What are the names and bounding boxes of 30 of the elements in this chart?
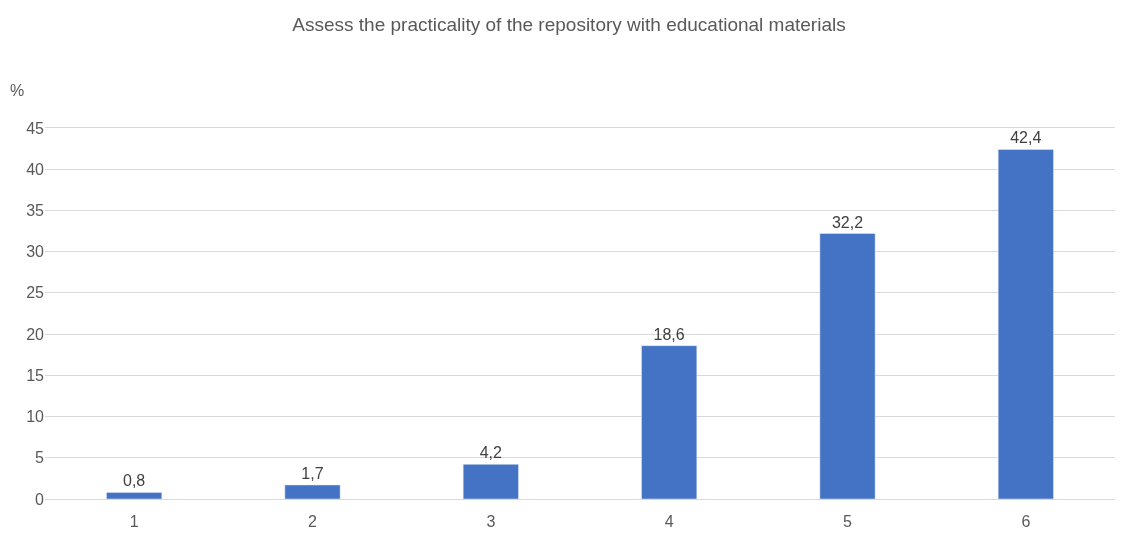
bar [641, 345, 698, 499]
y-tick-label: 0 [35, 490, 45, 508]
y-tick-label: 45 [26, 119, 45, 137]
chart-title: Assess the practicality of the repository with educational materials [292, 14, 846, 36]
x-tick-label: 2 [308, 513, 318, 531]
data-label: 18,6 [653, 325, 685, 343]
y-tick-label: 15 [26, 366, 45, 384]
x-tick-label: 5 [843, 513, 853, 531]
data-label: 32,2 [831, 213, 864, 231]
data-label: 42,4 [1010, 129, 1042, 147]
data-label: 0,8 [123, 472, 146, 490]
bar [106, 492, 163, 499]
x-tick-label: 4 [664, 513, 674, 531]
y-tick-label: 30 [26, 243, 45, 261]
x-tick-label: 3 [486, 513, 496, 531]
data-label: 4,2 [479, 444, 503, 462]
y-tick-label: 10 [26, 408, 45, 426]
x-tick-label: 6 [1021, 513, 1031, 531]
bar [284, 484, 341, 499]
x-tick-label: 1 [129, 513, 139, 531]
y-tick-label: 20 [26, 325, 45, 343]
y-tick-label: 25 [26, 284, 45, 302]
data-label: 1,7 [301, 464, 324, 482]
y-axis-title: % [10, 82, 25, 99]
y-tick-label: 35 [26, 202, 45, 220]
y-tick-label: 5 [35, 449, 45, 467]
bar [997, 149, 1054, 499]
bar [462, 464, 519, 499]
bar [819, 233, 876, 499]
y-tick-label: 40 [26, 160, 45, 178]
